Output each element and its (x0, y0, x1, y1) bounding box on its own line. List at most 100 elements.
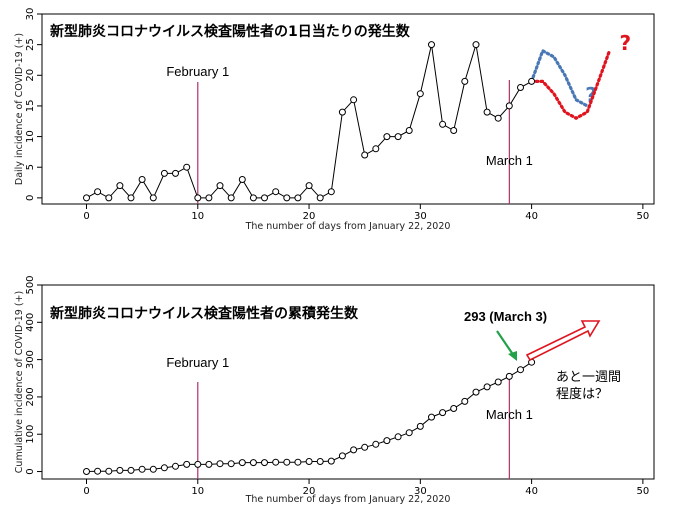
data-point (394, 433, 402, 441)
data-point (227, 194, 235, 202)
latest-value-callout: 293 (March 3) (464, 309, 547, 324)
projection-line (530, 49, 612, 121)
data-point (160, 169, 168, 177)
projection-question-mark: ? (585, 83, 597, 107)
data-point (327, 188, 335, 196)
data-point (350, 96, 358, 104)
x-tick-label: 0 (83, 486, 89, 497)
y-tick-label: 100 (25, 425, 36, 444)
data-point (238, 459, 246, 467)
data-point (361, 151, 369, 159)
y-tick-label: 20 (25, 69, 36, 82)
data-point (116, 182, 124, 190)
data-point (294, 458, 302, 466)
data-point (149, 465, 157, 473)
data-point (517, 84, 524, 91)
x-tick-label: 40 (525, 486, 538, 497)
event-marker-label: February 1 (166, 355, 229, 370)
chart-title: 新型肺炎コロナウイルス検査陽性者の1日当たりの発生数 (50, 23, 411, 40)
data-point (405, 429, 413, 437)
data-point (372, 145, 380, 153)
data-point (205, 194, 213, 202)
data-point (83, 194, 90, 202)
y-tick-label: 400 (25, 313, 36, 332)
data-point (94, 467, 102, 475)
y-tick-label: 25 (25, 38, 36, 51)
data-point (261, 194, 268, 202)
data-point (483, 108, 491, 116)
data-point (283, 194, 291, 202)
data-point (127, 466, 135, 474)
data-point (238, 176, 246, 183)
data-point (205, 460, 213, 468)
data-point (528, 77, 536, 85)
data-point (172, 462, 179, 470)
x-tick-label: 30 (414, 211, 427, 222)
data-point (94, 188, 102, 196)
data-point (428, 41, 435, 49)
callout-arrowhead (508, 351, 517, 361)
y-tick-label: 30 (25, 8, 36, 21)
y-axis-label: Daily incidence of COVID-19 (+) (14, 33, 25, 185)
projection-line (530, 48, 589, 108)
data-point (505, 372, 513, 380)
data-point (350, 446, 358, 454)
y-tick-label: 0 (25, 468, 36, 474)
data-point (416, 422, 424, 430)
y-tick-label: 200 (25, 387, 36, 406)
data-point (372, 440, 380, 448)
y-tick-label: 500 (25, 275, 36, 294)
projection-question-mark: ? (619, 31, 631, 55)
x-tick-label: 20 (303, 486, 316, 497)
data-point (227, 460, 235, 468)
data-point (116, 466, 124, 474)
data-point (194, 194, 202, 202)
data-point (272, 188, 280, 196)
data-point (194, 460, 202, 468)
data-point (416, 90, 424, 98)
x-tick-label: 50 (637, 486, 650, 497)
y-tick-label: 0 (25, 195, 36, 201)
data-point (127, 194, 135, 202)
data-point (494, 114, 502, 122)
data-point (450, 127, 458, 134)
data-point (272, 458, 280, 466)
data-point (439, 409, 447, 417)
data-point (172, 169, 179, 177)
event-marker-label: March 1 (486, 153, 533, 168)
data-point (450, 405, 458, 412)
y-tick-label: 5 (25, 164, 36, 170)
data-point (249, 459, 257, 467)
data-point (138, 176, 146, 183)
data-point (83, 468, 90, 475)
x-tick-label: 10 (191, 486, 204, 497)
x-axis-label: The number of days from January 22, 2020 (245, 494, 451, 505)
x-tick-label: 0 (83, 211, 89, 222)
data-point (105, 194, 113, 202)
x-tick-label: 20 (303, 211, 316, 222)
x-tick-label: 40 (525, 211, 538, 222)
data-point (394, 133, 402, 141)
x-tick-label: 10 (191, 211, 204, 222)
data-point (316, 194, 324, 202)
data-point (494, 378, 502, 386)
data-point (160, 464, 168, 472)
data-point (361, 443, 369, 451)
data-point (461, 397, 469, 405)
data-point (316, 458, 324, 465)
data-point (183, 460, 191, 468)
event-marker-label: March 1 (486, 407, 533, 422)
data-point (505, 102, 513, 110)
data-point (138, 465, 146, 473)
cumulative-incidence-panel: 新型肺炎コロナウイルス検査陽性者の累積発生数 The number of day… (14, 275, 655, 505)
data-point (305, 182, 313, 190)
x-tick-label: 50 (637, 211, 650, 222)
data-point (105, 467, 113, 475)
data-point (183, 163, 191, 171)
data-point (249, 194, 257, 202)
data-point (461, 77, 469, 85)
projection-note-line-1: あと一週間 (556, 369, 621, 384)
y-tick-label: 10 (25, 130, 36, 143)
data-point (305, 458, 313, 465)
